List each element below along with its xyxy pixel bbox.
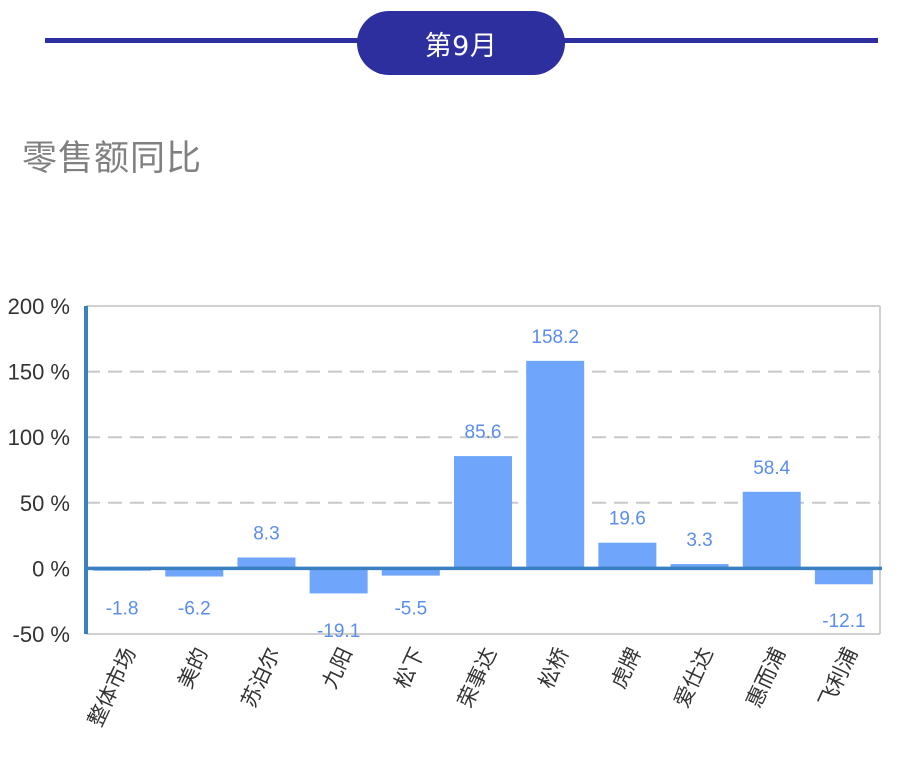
value-label: 158.2 [531,327,579,348]
value-label: -19.1 [317,621,360,642]
y-tick-label: -50 % [13,622,70,647]
value-label: 58.4 [753,458,790,479]
svg-text:九阳: 九阳 [318,644,358,692]
value-label: 8.3 [253,524,279,545]
svg-text:荣事达: 荣事达 [453,644,501,711]
x-tick-label: 九阳 [318,644,358,692]
y-tick-label: 0 % [32,556,70,581]
bar-2[interactable] [237,557,296,569]
x-tick-label: 美的 [173,644,213,692]
y-tick-label: 50 % [20,491,70,516]
bar-3[interactable] [309,568,368,594]
x-tick-label: 松下 [390,644,430,692]
x-tick-label: 飞利浦 [814,644,862,711]
svg-text:飞利浦: 飞利浦 [814,644,862,711]
x-tick-label: 整体市场 [83,644,140,730]
value-labels: -1.8 -6.2 8.3 -19.1 -5.5 85.6 158.2 19.6 3.3 58.4… [106,327,866,642]
bar-8[interactable] [670,564,729,569]
x-tick-label: 虎牌 [606,644,646,692]
y-tick-label: 150 % [8,360,70,385]
svg-text:虎牌: 虎牌 [606,644,646,692]
bar-10[interactable] [814,568,873,585]
svg-text:爱仕达: 爱仕达 [670,644,718,711]
bar-4[interactable] [381,568,440,576]
x-tick-label: 惠而浦 [742,644,790,711]
svg-text:苏泊尔: 苏泊尔 [237,644,285,711]
bar-1[interactable] [165,568,224,577]
x-tick-label: 苏泊尔 [237,644,285,711]
svg-text:惠而浦: 惠而浦 [742,644,790,711]
chart-bars [93,360,873,594]
x-tick-label: 松桥 [534,644,574,692]
value-label: -12.1 [822,611,865,632]
svg-text:松桥: 松桥 [534,644,574,692]
month-badge[interactable]: 第9月 [357,11,565,75]
bar-5[interactable] [454,456,512,569]
bar-6[interactable] [526,360,585,569]
y-axis-ticks: -50 % 0 % 50 % 100 % 150 % 200 % [8,294,70,647]
x-tick-label: 荣事达 [453,644,501,711]
value-label: -1.8 [106,598,139,619]
svg-text:松下: 松下 [390,644,430,692]
bar-7[interactable] [598,542,657,569]
x-axis-labels: 整体市场 美的 苏泊尔 九阳 松下 荣事达 松桥 虎牌 爱仕达 惠而浦 飞利浦 [83,644,862,730]
month-label: 第9月 [424,30,498,62]
y-tick-label: 200 % [8,294,70,319]
chart-title: 零售额同比 [22,139,203,179]
x-tick-label: 爱仕达 [670,644,718,711]
value-label: 19.6 [609,509,646,530]
value-label: 3.3 [686,530,712,551]
value-label: -6.2 [178,598,211,619]
value-label: -5.5 [394,598,427,619]
value-label: 85.6 [465,422,502,443]
chart-axes [84,306,882,634]
bar-9[interactable] [742,491,801,569]
svg-text:美的: 美的 [173,644,213,692]
y-tick-label: 100 % [8,425,70,450]
svg-text:整体市场: 整体市场 [83,644,140,730]
